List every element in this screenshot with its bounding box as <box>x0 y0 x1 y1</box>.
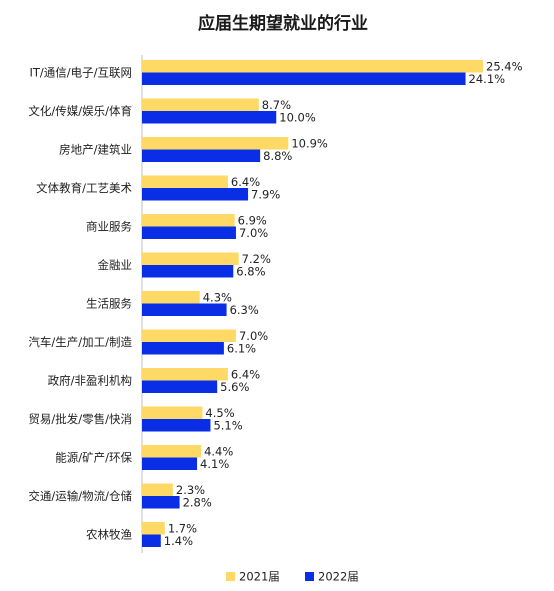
data-label: 7.9% <box>251 188 280 202</box>
bar-2022 <box>142 72 466 85</box>
data-label: 4.5% <box>205 406 234 420</box>
data-label: 10.0% <box>279 111 316 125</box>
bar-2022 <box>142 534 161 547</box>
data-label: 8.8% <box>263 149 292 163</box>
plot-area: IT/通信/电子/互联网 25.4%24.1%文化/传媒/娱乐/体育 8.7%10.… <box>28 60 522 549</box>
data-label: 6.8% <box>236 265 265 279</box>
data-label: 24.1% <box>469 72 506 86</box>
bar-2021 <box>142 368 228 381</box>
legend-swatch-2022 <box>305 572 314 581</box>
category-label: 金融业 <box>98 258 133 272</box>
bar-2021 <box>142 98 259 111</box>
bar-2021 <box>142 406 203 419</box>
bar-2021 <box>142 60 483 73</box>
data-label: 25.4% <box>486 60 523 74</box>
bar-2021 <box>142 137 289 150</box>
bar-2021 <box>142 291 200 304</box>
bar-2022 <box>142 342 224 355</box>
legend-swatch-2021 <box>226 572 235 581</box>
category-label: 文体教育/工艺美术 <box>36 181 132 195</box>
data-label: 4.4% <box>204 445 233 459</box>
data-label: 6.1% <box>227 342 256 356</box>
data-label: 4.1% <box>200 457 229 471</box>
legend: 2021届 2022届 <box>226 570 359 584</box>
category-label: 房地产/建筑业 <box>59 143 132 157</box>
bar-2021 <box>142 522 165 535</box>
data-label: 2.8% <box>183 496 212 510</box>
data-label: 6.4% <box>231 368 260 382</box>
bar-2022 <box>142 419 211 432</box>
data-label: 1.4% <box>164 534 193 548</box>
bar-2021 <box>142 214 235 227</box>
data-label: 4.3% <box>203 291 232 305</box>
data-label: 7.0% <box>239 226 268 240</box>
category-label: 商业服务 <box>86 220 132 234</box>
data-label: 10.9% <box>291 137 328 151</box>
data-label: 5.6% <box>220 380 249 394</box>
legend-label: 2022届 <box>318 570 359 584</box>
bar-2021 <box>142 175 228 188</box>
bar-2022 <box>142 149 261 162</box>
data-label: 7.2% <box>242 252 271 266</box>
legend-label: 2021届 <box>239 570 280 584</box>
bar-2022 <box>142 226 236 239</box>
data-label: 6.9% <box>238 214 267 228</box>
bar-2022 <box>142 303 227 316</box>
bar-2022 <box>142 188 249 201</box>
category-label: 文化/传媒/娱乐/体育 <box>28 104 132 118</box>
category-label: 贸易/批发/零售/快消 <box>28 412 132 426</box>
bar-2022 <box>142 111 277 124</box>
category-label: 生活服务 <box>86 297 132 311</box>
bar-2022 <box>142 265 234 278</box>
bar-2022 <box>142 457 198 470</box>
bar-2021 <box>142 329 236 342</box>
data-label: 8.7% <box>262 98 291 112</box>
chart-title: 应届生期望就业的行业 <box>198 13 368 34</box>
category-label: 农林牧渔 <box>86 528 132 542</box>
data-label: 5.1% <box>213 419 242 433</box>
data-label: 1.7% <box>168 522 197 536</box>
category-label: 政府/非盈利机构 <box>48 374 132 388</box>
data-label: 6.4% <box>231 175 260 189</box>
bar-2021 <box>142 483 173 496</box>
bar-2022 <box>142 380 218 393</box>
category-label: 交通/运输/物流/仓储 <box>28 489 132 503</box>
bar-2021 <box>142 445 202 458</box>
category-label: IT/通信/电子/互联网 <box>29 66 132 80</box>
category-label: 汽车/生产/加工/制造 <box>28 335 132 349</box>
data-label: 6.3% <box>230 303 259 317</box>
bar-2021 <box>142 252 239 265</box>
bar-2022 <box>142 496 180 509</box>
data-label: 2.3% <box>176 483 205 497</box>
category-label: 能源/矿产/环保 <box>55 451 132 465</box>
data-label: 7.0% <box>239 329 268 343</box>
